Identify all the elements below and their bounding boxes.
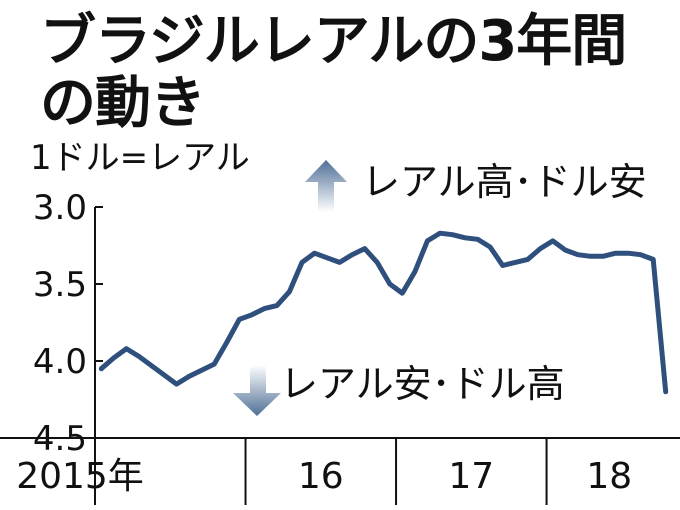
chart-title-line-2: の動き [40, 71, 206, 136]
x-tick-labels: 2015年 16 17 18 [16, 456, 632, 497]
arrow-up-icon [305, 160, 347, 212]
annotation-real-up: レアル高･ドル安 [362, 160, 647, 204]
arrow-down-icon [233, 365, 281, 416]
x-tick-label: 18 [586, 456, 632, 497]
x-tick-label: 2015年 [16, 456, 144, 497]
y-tick-labels: 3.0 3.5 4.0 4.5 [33, 188, 87, 459]
axes [0, 206, 680, 505]
y-tick-label: 4.5 [33, 419, 87, 459]
series-line [98, 230, 669, 395]
y-tick-label: 4.0 [33, 342, 87, 382]
annotation-real-down: レアル安･ドル高 [280, 362, 565, 406]
y-tick-label: 3.5 [33, 265, 87, 305]
y-tick-label: 3.0 [33, 188, 87, 228]
y-axis-unit-label: 1ドル=レアル [30, 138, 250, 178]
chart-title-line-1: ブラジルレアルの3年間 [40, 9, 627, 74]
x-tick-label: 16 [298, 456, 344, 497]
x-tick-label: 17 [448, 456, 494, 497]
